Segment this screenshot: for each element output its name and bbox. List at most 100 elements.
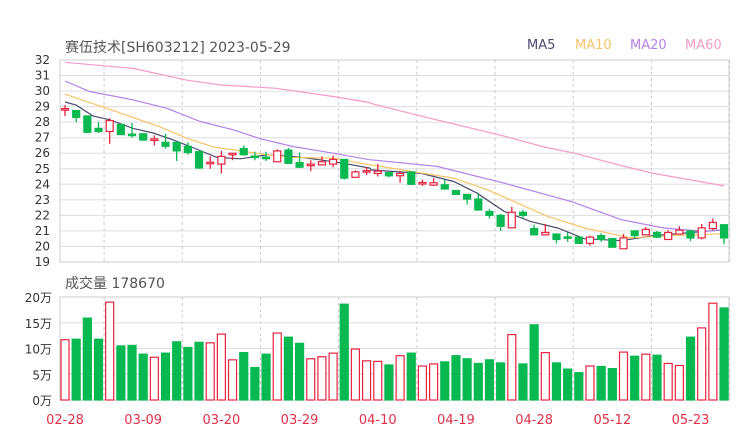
candle-down bbox=[384, 172, 394, 177]
candle-up bbox=[641, 228, 650, 236]
volume-label: 成交量 bbox=[65, 276, 107, 292]
volume-bar-up bbox=[708, 302, 718, 401]
volume-latest: 178670 bbox=[111, 276, 165, 292]
volume-bar-down bbox=[172, 341, 182, 401]
volume-bar-up bbox=[227, 359, 238, 401]
candle-up bbox=[328, 158, 338, 165]
candle-down bbox=[608, 238, 617, 248]
candle-down bbox=[451, 189, 461, 196]
candle-up bbox=[217, 155, 226, 165]
volume-bar-up bbox=[105, 301, 115, 401]
volume-bar-up bbox=[697, 327, 707, 401]
candle-down bbox=[597, 234, 606, 241]
candle-down bbox=[652, 231, 662, 238]
candle-up bbox=[362, 170, 371, 173]
chart-title: 赛伍技术[SH603212] 2023-05-29 bbox=[65, 40, 291, 56]
candle-down bbox=[239, 147, 248, 156]
volume-bar-down bbox=[551, 362, 562, 401]
candle-down bbox=[463, 193, 472, 200]
candle-down bbox=[518, 211, 528, 216]
candle-up bbox=[541, 231, 550, 236]
candle-up bbox=[619, 237, 628, 250]
date-tick-label: 05-23 bbox=[672, 413, 710, 428]
volume-bar-up bbox=[60, 339, 70, 401]
candle-down bbox=[194, 151, 204, 169]
candle-down bbox=[485, 210, 494, 216]
volume-bar-down bbox=[71, 338, 81, 401]
price-tick-label: 27 bbox=[35, 131, 50, 145]
volume-bar-down bbox=[82, 317, 92, 401]
candle-down bbox=[161, 141, 170, 147]
volume-bar-down bbox=[529, 324, 539, 401]
price-tick-label: 31 bbox=[35, 69, 50, 83]
date-tick-label: 04-28 bbox=[515, 413, 553, 428]
date-tick-label: 04-19 bbox=[437, 413, 475, 428]
candle-down bbox=[116, 123, 125, 136]
volume-bar-down bbox=[496, 362, 506, 401]
price-tick-label: 24 bbox=[35, 177, 50, 191]
volume-bar-up bbox=[205, 342, 215, 401]
volume-bar-down bbox=[294, 342, 305, 401]
candle-down bbox=[719, 224, 729, 239]
legend-ma10: MA10 bbox=[575, 38, 612, 53]
date-tick-label: 05-12 bbox=[593, 413, 631, 428]
price-plot-border bbox=[59, 59, 730, 263]
legend-ma20: MA20 bbox=[630, 38, 667, 53]
volume-bar-up bbox=[641, 353, 651, 401]
volume-bar-up bbox=[216, 333, 226, 401]
price-tick-label: 20 bbox=[35, 239, 50, 253]
volume-bar-up bbox=[507, 333, 517, 401]
candle-down bbox=[139, 133, 148, 141]
volume-bar-up bbox=[317, 356, 327, 401]
volume-bar-up bbox=[149, 356, 159, 401]
volume-bar-down bbox=[518, 363, 528, 401]
candle-down bbox=[530, 227, 539, 236]
volume-bar-up bbox=[361, 360, 372, 401]
candle-down bbox=[407, 171, 416, 185]
candle-up bbox=[396, 172, 405, 177]
volume-bar-up bbox=[350, 348, 361, 401]
date-tick-label: 03-20 bbox=[202, 413, 240, 428]
volume-tick-label: 10万 bbox=[25, 343, 52, 357]
date-tick-label: 03-29 bbox=[281, 413, 319, 428]
volume-bar-down bbox=[630, 355, 640, 401]
volume-bar-up bbox=[663, 362, 673, 401]
candle-down bbox=[552, 233, 561, 241]
candle-down bbox=[83, 115, 92, 133]
candle-up bbox=[306, 163, 315, 167]
volume-tick-label: 15万 bbox=[25, 317, 52, 331]
volume-bar-down bbox=[473, 362, 483, 401]
volume-tick-label: 5万 bbox=[32, 368, 52, 382]
candle-down bbox=[686, 230, 695, 239]
volume-bar-up bbox=[272, 332, 282, 401]
volume-bar-up bbox=[429, 363, 439, 401]
legend-ma5: MA5 bbox=[527, 38, 556, 53]
volume-bar-down bbox=[194, 341, 204, 401]
price-tick-label: 30 bbox=[35, 84, 50, 98]
volume-bar-down bbox=[261, 353, 271, 401]
price-tick-label: 29 bbox=[35, 100, 50, 114]
ma-line-ma20 bbox=[64, 80, 725, 233]
volume-bar-down bbox=[339, 303, 349, 401]
price-tick-label: 32 bbox=[35, 53, 50, 67]
price-tick-label: 21 bbox=[35, 224, 50, 238]
candle-up bbox=[585, 236, 595, 244]
candle-up bbox=[507, 211, 516, 229]
date-tick-label: 02-28 bbox=[46, 413, 84, 428]
candle-up bbox=[708, 221, 717, 230]
volume-bar-down bbox=[283, 336, 293, 401]
candle-down bbox=[295, 161, 304, 168]
price-tick-label: 28 bbox=[35, 115, 50, 129]
candle-down bbox=[284, 149, 293, 164]
volume-bar-down bbox=[484, 359, 495, 401]
candle-down bbox=[250, 155, 259, 159]
volume-bar-down bbox=[596, 365, 606, 401]
candle-down bbox=[563, 236, 572, 239]
volume-bar-down bbox=[685, 336, 696, 401]
candle-up bbox=[60, 108, 70, 111]
volume-bar-down bbox=[138, 353, 148, 401]
candle-down bbox=[72, 109, 81, 119]
date-tick-label: 04-10 bbox=[359, 413, 397, 428]
